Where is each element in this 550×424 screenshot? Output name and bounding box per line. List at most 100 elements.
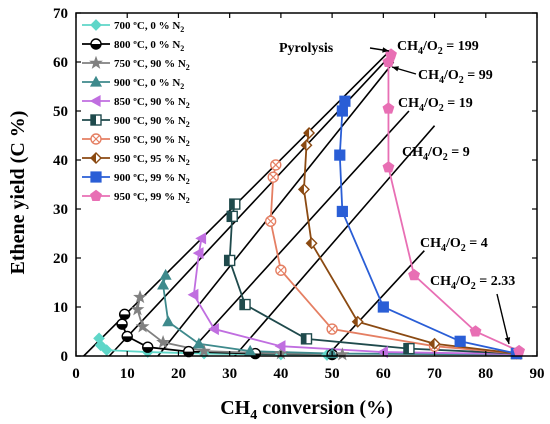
ratio-label: CH4/O2 = 2.33 [430,274,515,292]
data-point [264,215,277,227]
data-point [428,337,441,350]
data-point [275,264,287,276]
data-point [229,198,241,210]
x-tick-label: 80 [478,366,493,382]
ratio-line [185,110,410,357]
x-tick-label: 30 [222,366,237,382]
legend-marker [90,133,102,145]
ratio-annotations: Pyrolysis CH4/O2 = 199 CH4/O2 = 99 CH4/O2 =… [279,39,515,292]
data-point [116,318,128,330]
data-point [274,340,286,353]
data-point [297,183,310,196]
legend-marker [90,171,102,183]
data-point [303,127,316,140]
data-point [336,105,348,117]
legend-marker [90,38,102,50]
data-point [513,344,526,357]
x-axis-label-main: CH [220,397,250,419]
data-point [135,319,150,333]
data-point [336,205,348,218]
data-point [454,335,466,347]
legend-entry: 850 ºC, 90 % N2 [114,96,190,110]
data-point [133,289,147,304]
data-point [382,55,395,68]
x-axis-label-rest: conversion (%) [257,397,393,419]
x-tick-label: 40 [273,366,288,382]
legend-entry: 800 ºC, 0 % N2 [114,39,184,53]
data-point [403,342,415,355]
data-point [334,149,346,161]
legend-entry: 750 ºC, 90 % N2 [114,58,190,72]
data-point [267,171,279,183]
ratio-label: CH4/O2 = 4 [420,236,488,254]
data-point [339,95,351,107]
legend-marker [89,75,103,87]
x-tick-label: 90 [530,366,545,382]
y-tick-label: 50 [53,104,68,120]
legend-marker [89,55,103,69]
y-tick-label: 40 [53,153,68,169]
y-axis-label: Ethene yield (C %) [7,111,29,275]
data-point [326,323,338,335]
legend-marker [90,189,102,202]
x-axis-ticks: 0 10 20 30 40 50 60 70 80 90 [72,13,545,382]
y-tick-label: 70 [53,6,68,22]
x-axis-label: CH4 conversion (%) [220,397,393,423]
data-point [192,337,205,349]
arrow-head [504,337,511,344]
ratio-label: Pyrolysis [279,41,334,56]
data-point [157,278,170,290]
data-point [94,339,107,352]
data-point [223,254,236,267]
y-tick-label: 0 [61,349,69,365]
x-axis-label-sub: 4 [250,408,257,423]
y-tick-label: 30 [53,202,68,218]
ratio-label: CH4/O2 = 9 [402,145,470,163]
legend-entry: 900 ºC, 90 % N2 [114,115,190,129]
data-point [100,344,113,356]
data-point [408,268,421,281]
data-point [469,325,482,337]
data-point [156,335,170,349]
ratio-label: CH4/O2 = 199 [397,39,479,57]
legend-entry: 700 ºC, 0 % N2 [114,20,184,34]
data-point [187,288,199,301]
arrow-head [382,47,389,53]
ratio-line [326,250,425,357]
data-point [130,302,145,316]
ratio-line [157,61,395,357]
ratio-label: CH4/O2 = 19 [398,96,473,114]
data-point [226,210,238,223]
x-tick-label: 70 [427,366,442,382]
legend-marker [89,94,101,108]
y-tick-label: 10 [53,300,68,316]
legend-entry: 900 ºC, 99 % N2 [114,172,190,186]
x-tick-label: 50 [325,366,340,382]
ratio-label: CH4/O2 = 99 [418,68,493,86]
data-point [377,301,389,313]
legend-entry: 900 ºC, 0 % N2 [114,77,184,91]
annotation-arrows [369,47,511,345]
series-line-9 [338,100,517,355]
data-point [244,344,257,356]
series-line-7 [269,164,517,355]
x-tick-label: 20 [171,366,186,382]
data-point [197,343,211,357]
legend-marker [90,19,102,31]
data-point [192,247,204,260]
data-point [159,268,172,280]
x-tick-label: 10 [120,366,135,382]
data-point [382,161,395,173]
data-point [142,341,154,353]
x-tick-label: 60 [376,366,391,382]
data-point [270,159,282,171]
legend-entry: 950 ºC, 99 % N2 [114,191,190,205]
data-point [239,298,251,311]
plot-area-frame [75,12,538,357]
y-tick-label: 60 [53,55,68,71]
data-point [305,237,318,250]
legend: 700 ºC, 0 % N2 800 ºC, 0 % N2 750 ºC, 90 %… [82,19,190,205]
data-point [300,333,313,345]
data-point [208,323,219,336]
